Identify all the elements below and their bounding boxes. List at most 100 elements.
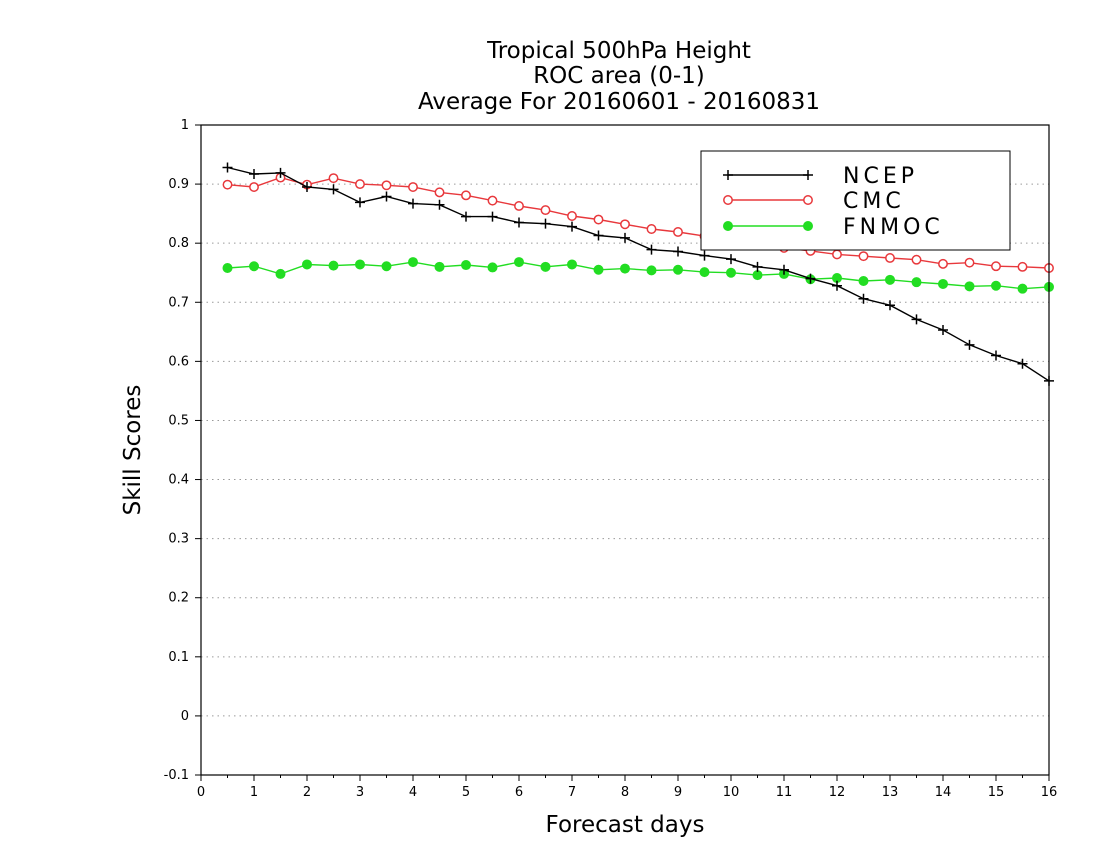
plot-frame: [200, 124, 1050, 776]
series-line-ncep: [227, 166, 1050, 382]
y-tick-label: 0.6: [168, 354, 189, 369]
y-tick-label: 0: [181, 709, 189, 724]
legend-label-cmc: CMC: [843, 189, 905, 214]
x-tick-label: 5: [462, 785, 470, 800]
data-point-ncep: [275, 167, 286, 178]
data-point-fnmoc: [302, 259, 312, 270]
data-point-fnmoc: [487, 262, 498, 273]
chart-title: Tropical 500hPa Height ROC area (0-1) Av…: [418, 38, 820, 115]
data-point-fnmoc: [540, 261, 551, 272]
data-point-fnmoc: [885, 274, 895, 285]
legend-marker-ncep: [723, 170, 733, 180]
data-point-ncep: [752, 261, 763, 272]
data-point-fnmoc: [593, 264, 604, 275]
data-point-ncep: [911, 314, 922, 325]
data-point-fnmoc: [620, 263, 630, 274]
y-axis-ticks: -0.1 0 0.1 0.2 0.3 0.4 0.5 0.6 0.7 0.8 0.9 1: [164, 118, 201, 783]
data-point-cmc: [1017, 261, 1028, 272]
y-tick-label: -0.1: [164, 768, 189, 783]
x-tick-label: 10: [723, 785, 740, 800]
data-point-ncep: [328, 184, 339, 195]
data-point-fnmoc: [1017, 283, 1028, 294]
data-point-cmc: [911, 254, 922, 265]
data-point-fnmoc: [911, 277, 922, 288]
data-point-fnmoc: [222, 263, 233, 273]
data-point-ncep: [461, 211, 471, 222]
y-tick-label: 0.5: [168, 413, 189, 428]
x-tick-label: 1: [250, 785, 258, 800]
data-point-cmc: [434, 187, 445, 198]
data-point-ncep: [779, 264, 789, 275]
legend-marker-ncep: [803, 170, 813, 180]
x-tick-label: 2: [303, 785, 311, 800]
data-point-fnmoc: [275, 268, 286, 279]
data-point-cmc: [487, 195, 498, 206]
legend-marker-cmc: [803, 195, 813, 205]
data-point-fnmoc: [328, 260, 339, 271]
legend-label-ncep: NCEP: [843, 164, 918, 189]
data-point-ncep: [302, 182, 312, 193]
data-point-fnmoc: [646, 265, 657, 276]
data-point-ncep: [646, 244, 657, 255]
data-point-fnmoc: [964, 281, 975, 292]
data-point-ncep: [514, 217, 524, 228]
data-point-cmc: [249, 182, 259, 192]
data-point-fnmoc: [699, 267, 710, 278]
y-tick-label: 0.3: [168, 532, 189, 547]
data-point-cmc: [540, 205, 551, 216]
data-point-fnmoc: [461, 260, 471, 271]
data-point-fnmoc: [673, 264, 683, 275]
x-tick-label: 9: [674, 785, 682, 800]
data-point-ncep: [885, 300, 895, 311]
data-point-ncep: [408, 198, 418, 209]
y-axis-label: Skill Scores: [120, 385, 146, 516]
x-tick-label: 14: [935, 785, 952, 800]
data-point-cmc: [461, 190, 471, 201]
data-point-cmc: [991, 261, 1001, 272]
data-point-cmc: [885, 253, 895, 263]
data-point-ncep: [805, 273, 816, 284]
data-point-cmc: [222, 179, 233, 190]
data-point-cmc: [355, 179, 365, 190]
x-tick-label: 6: [515, 785, 523, 800]
x-tick-label: 12: [829, 785, 846, 800]
data-point-ncep: [567, 221, 577, 232]
x-tick-label: 4: [409, 785, 417, 800]
data-point-fnmoc: [381, 261, 392, 272]
legend-item-ncep: NCEP: [723, 164, 918, 189]
series-line-fnmoc: [227, 261, 1050, 290]
data-point-fnmoc: [991, 280, 1001, 291]
data-point-ncep: [726, 254, 736, 265]
series-layer: [222, 162, 1054, 386]
data-point-ncep: [1017, 358, 1028, 369]
legend-label-fnmoc: FNMOC: [843, 215, 944, 240]
x-tick-label: 11: [776, 785, 793, 800]
data-point-ncep: [858, 293, 869, 304]
data-point-ncep: [434, 199, 445, 210]
x-tick-label: 0: [197, 785, 205, 800]
x-tick-label: 7: [568, 785, 576, 800]
data-point-ncep: [222, 162, 233, 173]
data-point-ncep: [593, 230, 604, 241]
data-point-cmc: [858, 251, 869, 262]
legend-marker-fnmoc: [803, 221, 813, 231]
y-tick-label: 0.2: [168, 591, 189, 606]
data-point-fnmoc: [408, 257, 418, 268]
data-point-ncep: [991, 350, 1001, 361]
data-point-ncep: [832, 280, 842, 291]
y-tick-label: 0.1: [168, 650, 189, 665]
data-point-fnmoc: [858, 276, 869, 286]
data-point-cmc: [646, 224, 657, 234]
data-point-cmc: [328, 173, 339, 184]
legend-marker-cmc: [723, 195, 733, 205]
x-tick-label: 8: [621, 785, 629, 800]
data-point-ncep: [673, 246, 683, 257]
data-point-ncep: [249, 169, 259, 180]
data-point-ncep: [699, 250, 710, 261]
data-point-fnmoc: [938, 278, 948, 289]
data-point-ncep: [620, 232, 630, 243]
data-point-fnmoc: [752, 270, 763, 281]
data-point-fnmoc: [726, 267, 736, 278]
